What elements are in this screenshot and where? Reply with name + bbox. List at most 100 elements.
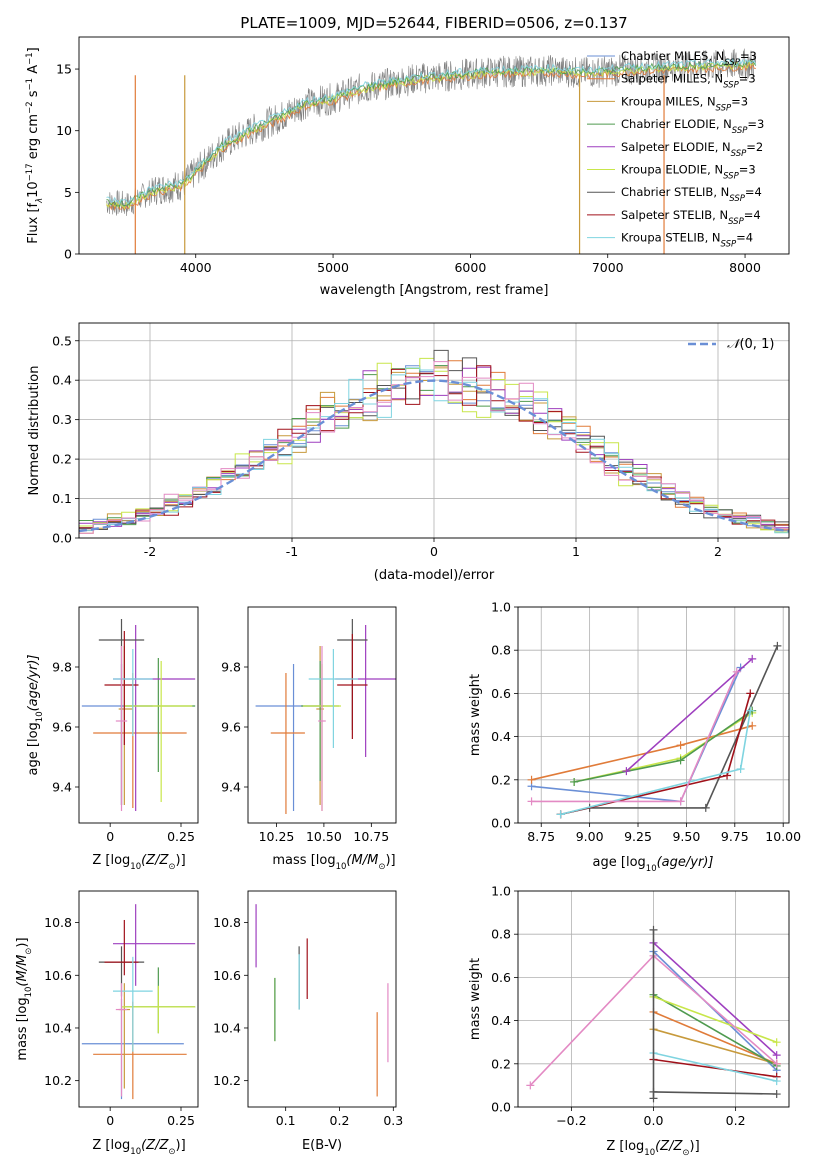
x-tick-label: 0.2 [330,1113,350,1128]
weight-marker [622,767,631,776]
panel-ebv-mass: 0.1 0.2 0.3 10.2 10.4 10.6 10.8 E(B-V) [213,890,403,1153]
x-tick-label: 9.25 [624,829,652,844]
y-axis-label: Flux [fλ10−17 erg cm−2 s−1 A−1] [25,47,45,243]
weight-series [527,663,745,806]
x-tick-label: 9.75 [721,829,749,844]
x-tick-label: 0.25 [167,1113,195,1128]
y-tick-label: 0.5 [52,333,72,348]
weight-marker [527,775,536,784]
weight-line [653,996,777,1043]
x-tick-label: 1 [572,544,580,559]
y-tick-label: 1.0 [491,884,511,899]
y-tick-label: 10.2 [213,1073,241,1088]
weight-marker [676,756,685,765]
weight-line [652,942,778,1056]
y-tick-label: 0.2 [491,772,511,787]
weight-line [653,994,778,1067]
y-tick-label: 0.8 [491,927,511,942]
y-tick-label: 0.8 [491,643,511,658]
legend-entry: Kroupa STELIB, NSSP=4 [621,231,753,250]
x-tick-label: 0.25 [167,829,195,844]
errorbar-point [124,661,193,802]
plot-area [526,925,781,1103]
y-tick-label: 0.3 [52,412,72,427]
y-tick-label: 10.6 [44,968,72,983]
weight-line [625,658,753,772]
legend-entry: Salpeter STELIB, NSSP=4 [621,208,761,227]
weight-series [556,706,755,819]
weight-marker [746,706,755,715]
y-tick-label: 10.4 [44,1020,72,1035]
x-tick-label: 7000 [592,260,624,275]
y-tick-label: 15 [56,62,72,77]
y-tick-label: 0.0 [491,1100,511,1115]
panel-z-age: 0 0.25 9.4 9.6 9.8 Z [log10(Z/Z⊙)] age [log10(… [26,606,199,872]
y-tick-label: 10.6 [213,968,241,983]
x-tick-label: 0.1 [276,1113,296,1128]
legend-entry: Chabrier STELIB, NSSP=4 [621,185,762,204]
x-axis-label: wavelength [Angstrom, rest frame] [320,283,549,298]
y-tick-label: 0.2 [491,1056,511,1071]
legend-entry: 𝒩(0, 1) [727,337,774,352]
legend-entry: Kroupa MILES, NSSP=3 [621,94,748,113]
errorbar-point [115,646,128,811]
errorbar-point [318,646,326,811]
y-tick-label: 0.0 [491,816,511,831]
legend-entry: Salpeter ELODIE, NSSP=2 [621,140,763,159]
legend: Chabrier MILES, NSSP=3 Salpeter MILES, NS… [587,49,764,250]
y-tick-label: 10.2 [44,1073,72,1088]
axes-frame [78,606,199,824]
axes-frame [247,606,397,824]
x-tick-label: 0.3 [383,1113,403,1128]
weight-marker [772,1059,781,1068]
model-spectrum [106,57,757,206]
errorbar-point [113,904,196,986]
weight-marker [748,721,757,730]
weight-series [649,925,658,1103]
errorbar-point [337,634,368,739]
weight-series [527,667,741,806]
panel-residuals: -2 -1 0 1 2 0.0 0.1 0.2 0.3 0.4 0.5 𝒩(0, 1) (data-mo… [27,322,790,583]
y-tick-label: 9.4 [52,780,72,795]
weight-marker [772,1038,781,1047]
x-tick-label: 0 [106,1113,114,1128]
weight-marker [649,925,658,934]
x-tick-label: 5000 [317,260,349,275]
weight-line [653,1091,777,1095]
errorbar-point [113,649,153,736]
plot-area [79,349,789,534]
weight-marker [649,1094,658,1103]
x-tick-label: 10.50 [306,829,342,844]
legend-entry: Kroupa ELODIE, NSSP=3 [621,163,756,182]
y-tick-label: 10.8 [44,915,72,930]
weight-line [560,693,752,816]
legend-entry: Chabrier MILES, NSSP=3 [621,49,757,68]
errorbar-point [113,956,153,1052]
x-tick-label: 10.75 [353,829,389,844]
normal-curve [79,379,789,533]
weight-line [653,1028,777,1065]
y-tick-label: 0.2 [52,452,72,467]
panel-mass-age: 10.25 10.50 10.75 9.4 9.6 9.8 mass [log10(M/M⊙… [221,606,397,872]
x-axis-label: Z [log10(Z/Z⊙)] [92,1138,185,1157]
x-tick-label: 9.00 [576,829,604,844]
y-tick-label: 0.6 [491,686,511,701]
weight-series [527,721,757,784]
panel-z-mass: 0 0.25 10.2 10.4 10.6 10.8 Z [log10(Z/Z⊙)] mass… [15,890,199,1157]
panel-spectrum: 4000 5000 6000 7000 8000 0 5 10 15 Chabrier MILES… [25,36,790,298]
legend-entry: Chabrier ELODIE, NSSP=3 [621,117,764,136]
weight-marker [772,1090,781,1099]
errorbar-point [93,673,187,808]
x-tick-label: -1 [286,544,298,559]
plot-area [527,641,782,819]
weight-marker [701,803,710,812]
x-tick-label: -2 [144,544,156,559]
x-tick-label: 0 [430,544,438,559]
x-tick-label: 0 [106,829,114,844]
figure-title: PLATE=1009, MJD=52644, FIBERID=0506, z=0… [240,14,627,32]
plot-area [106,48,757,254]
weight-line [653,1011,778,1065]
y-tick-label: 0.1 [52,491,72,506]
weight-series [649,947,781,1075]
